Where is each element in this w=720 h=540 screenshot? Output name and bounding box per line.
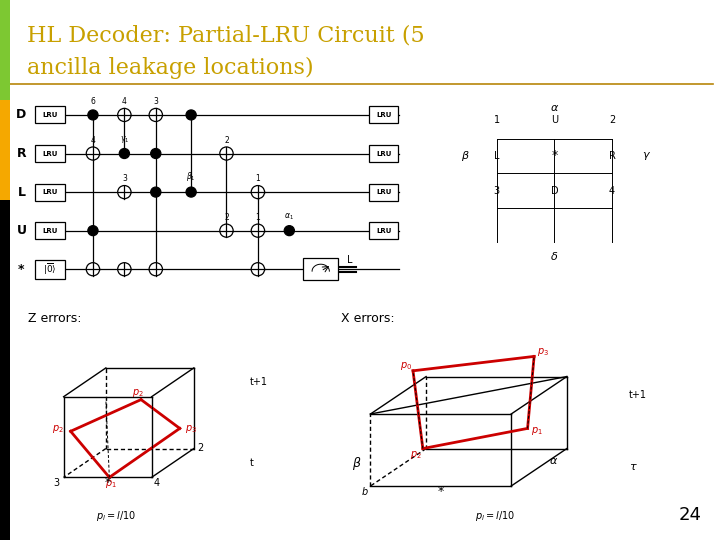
Text: 4: 4 (91, 136, 95, 145)
FancyBboxPatch shape (369, 145, 398, 162)
Text: LRU: LRU (376, 112, 391, 118)
Text: 2: 2 (197, 443, 204, 454)
Text: X errors:: X errors: (341, 312, 395, 325)
Text: t+1: t+1 (629, 390, 647, 400)
Circle shape (117, 186, 131, 199)
Text: *: * (438, 484, 444, 498)
Text: $b$: $b$ (361, 484, 369, 497)
FancyBboxPatch shape (35, 145, 65, 162)
Text: t+1: t+1 (250, 377, 268, 387)
Text: 1: 1 (494, 114, 500, 125)
Text: 3: 3 (122, 174, 127, 183)
Text: $|\overline{0}\rangle$: $|\overline{0}\rangle$ (43, 261, 57, 277)
Text: $p_2$: $p_2$ (53, 423, 64, 435)
Text: 3: 3 (494, 186, 500, 195)
Circle shape (220, 224, 233, 237)
Text: L: L (17, 186, 25, 199)
Text: *: * (18, 263, 24, 276)
Circle shape (86, 262, 99, 276)
Text: $p_0$: $p_0$ (400, 360, 412, 372)
FancyBboxPatch shape (35, 260, 66, 279)
FancyBboxPatch shape (369, 106, 398, 124)
Circle shape (251, 262, 264, 276)
Text: $p_l=l/10$: $p_l=l/10$ (96, 509, 137, 523)
Text: Z errors:: Z errors: (28, 312, 82, 325)
Text: $p_1$: $p_1$ (531, 425, 543, 437)
Text: t: t (250, 458, 254, 468)
Text: *: * (552, 150, 557, 163)
Text: 4: 4 (153, 478, 160, 488)
Circle shape (150, 187, 161, 197)
Text: $p_l=l/10$: $p_l=l/10$ (474, 509, 515, 523)
Text: LRU: LRU (42, 112, 58, 118)
Text: LRU: LRU (42, 151, 58, 157)
Text: $p_1$: $p_1$ (105, 478, 117, 490)
Text: $p_3$: $p_3$ (185, 423, 197, 435)
Text: $\delta$: $\delta$ (550, 250, 559, 262)
Circle shape (150, 148, 161, 159)
Circle shape (149, 262, 163, 276)
Text: 1: 1 (256, 174, 260, 183)
Text: 3: 3 (53, 478, 59, 488)
Circle shape (284, 226, 294, 235)
FancyBboxPatch shape (369, 222, 398, 239)
Text: 2: 2 (224, 213, 229, 222)
Circle shape (251, 224, 264, 237)
Circle shape (88, 110, 98, 120)
Text: ancilla leakage locations): ancilla leakage locations) (27, 57, 314, 79)
Text: R: R (608, 151, 616, 161)
Text: U: U (17, 224, 27, 237)
Text: D: D (551, 186, 558, 195)
Circle shape (149, 109, 163, 122)
Text: 3: 3 (153, 97, 158, 106)
Text: $\beta_1$: $\beta_1$ (186, 170, 196, 183)
Text: $\beta$: $\beta$ (461, 149, 469, 163)
Text: LRU: LRU (42, 189, 58, 195)
FancyBboxPatch shape (35, 106, 65, 124)
Text: 4: 4 (609, 186, 615, 195)
Text: U: U (551, 114, 558, 125)
Text: 24: 24 (679, 506, 702, 524)
Text: 6: 6 (91, 97, 95, 106)
FancyBboxPatch shape (303, 259, 338, 280)
Circle shape (251, 186, 264, 199)
Text: D: D (17, 109, 27, 122)
Text: $\gamma_1$: $\gamma_1$ (120, 133, 129, 145)
Text: $\beta$: $\beta$ (353, 455, 362, 472)
Text: $\tau$: $\tau$ (629, 462, 638, 472)
Text: R: R (17, 147, 27, 160)
Text: LRU: LRU (376, 189, 391, 195)
Text: 4: 4 (122, 97, 127, 106)
Text: 1: 1 (256, 213, 260, 222)
FancyBboxPatch shape (35, 222, 65, 239)
Circle shape (86, 147, 99, 160)
Circle shape (186, 110, 197, 120)
Text: LRU: LRU (376, 228, 391, 234)
Text: L: L (348, 254, 353, 265)
Text: $\alpha$: $\alpha$ (550, 103, 559, 112)
Text: $p_2$: $p_2$ (132, 387, 143, 399)
Text: $\alpha_1$: $\alpha_1$ (284, 211, 294, 222)
Circle shape (220, 147, 233, 160)
Circle shape (117, 109, 131, 122)
Text: 2: 2 (224, 136, 229, 145)
FancyBboxPatch shape (35, 184, 65, 200)
Text: $\alpha$: $\alpha$ (549, 456, 558, 467)
Text: 2: 2 (609, 114, 615, 125)
Text: LRU: LRU (42, 228, 58, 234)
Text: *: * (104, 476, 111, 489)
Circle shape (186, 187, 197, 197)
Circle shape (120, 148, 130, 159)
Text: $p_3$: $p_3$ (537, 346, 549, 357)
Circle shape (117, 262, 131, 276)
Text: LRU: LRU (376, 151, 391, 157)
Text: $p_2$: $p_2$ (410, 449, 421, 461)
Circle shape (88, 226, 98, 235)
FancyBboxPatch shape (369, 184, 398, 200)
Text: L: L (494, 151, 500, 161)
Text: HL Decoder: Partial-LRU Circuit (5: HL Decoder: Partial-LRU Circuit (5 (27, 24, 425, 46)
Text: $\gamma$: $\gamma$ (642, 150, 651, 162)
